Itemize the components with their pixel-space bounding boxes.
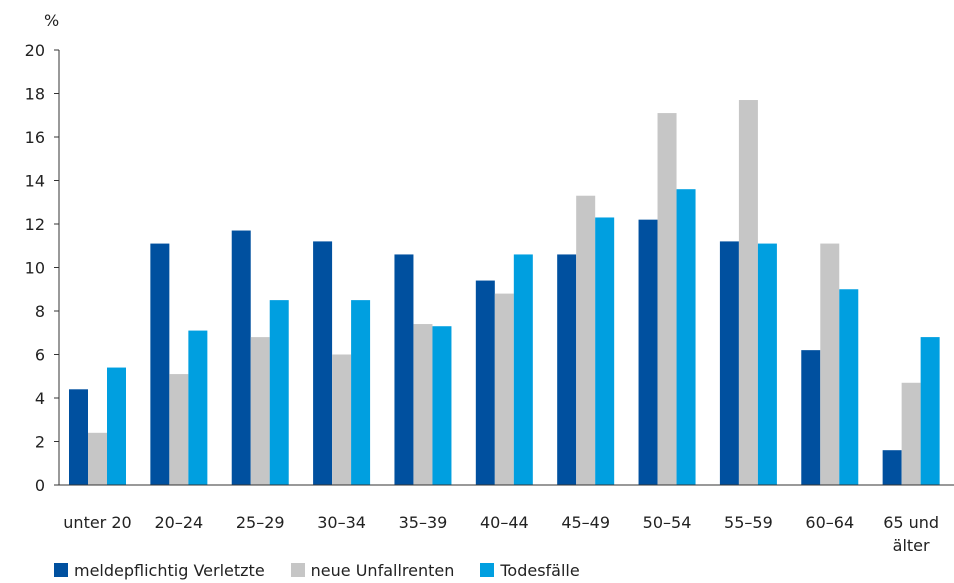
legend-item-todesfaelle: Todesfälle (480, 560, 580, 580)
x-tick-label: 55–59 (724, 513, 773, 532)
bar-verletzte (231, 230, 251, 485)
bar-unfallrenten (494, 293, 514, 485)
bar-todesfaelle (839, 289, 859, 485)
legend-swatch-todesfaelle (480, 563, 495, 577)
bar-unfallrenten (250, 337, 270, 485)
bar-verletzte (801, 350, 821, 485)
x-tick-label: 45–49 (561, 513, 610, 532)
legend: meldepflichtig Verletzte neue Unfallrent… (54, 560, 580, 580)
bar-unfallrenten (413, 324, 433, 485)
bar-verletzte (394, 254, 414, 485)
bar-unfallrenten (169, 374, 189, 485)
bar-chart: % 0 2 4 6 8 10 12 14 16 18 20 unter 20 20–24 25–29 30… (25, 11, 954, 555)
bar-unfallrenten (901, 382, 921, 485)
y-tick-label: 16 (25, 128, 45, 147)
y-tick-label: 12 (25, 215, 45, 234)
bar-todesfaelle (107, 367, 126, 485)
legend-swatch-unfallrenten (290, 563, 305, 577)
bar-unfallrenten (576, 195, 596, 485)
legend-item-unfallrenten: neue Unfallrenten (290, 560, 455, 580)
x-tick-label: 35–39 (399, 513, 448, 532)
bar-todesfaelle (920, 337, 940, 485)
y-tick-label: 14 (25, 172, 45, 191)
bar-unfallrenten (88, 432, 107, 485)
bar-verletzte (882, 450, 902, 485)
y-axis-unit-label: % (44, 11, 59, 30)
bar-unfallrenten (332, 354, 352, 485)
bar-todesfaelle (513, 254, 533, 485)
y-tick-label: 0 (35, 476, 45, 495)
y-tick-label: 20 (25, 41, 45, 60)
legend-swatch-verletzte (54, 563, 68, 577)
bar-todesfaelle (757, 243, 777, 485)
x-tick-label: 60–64 (805, 513, 854, 532)
x-tick-label: 65 und älter (883, 513, 939, 555)
bar-todesfaelle (188, 330, 208, 485)
legend-item-verletzte: meldepflichtig Verletzte (54, 560, 265, 580)
y-tick-label: 10 (25, 259, 45, 278)
y-tick-label: 18 (25, 85, 45, 104)
y-axis: 0 2 4 6 8 10 12 14 16 18 20 (25, 41, 59, 495)
legend-label-unfallrenten: neue Unfallrenten (310, 560, 455, 580)
bars (69, 100, 940, 486)
bar-todesfaelle (269, 300, 289, 485)
legend-label-verletzte: meldepflichtig Verletzte (74, 560, 265, 580)
bar-unfallrenten (820, 243, 840, 485)
y-tick-label: 2 (35, 433, 45, 452)
x-tick-label: unter 20 (63, 513, 131, 532)
y-tick-label: 4 (35, 389, 45, 408)
x-tick-label: 20–24 (155, 513, 204, 532)
bar-verletzte (313, 241, 333, 485)
x-tick-label: 25–29 (236, 513, 285, 532)
bar-todesfaelle (351, 300, 371, 485)
legend-label-todesfaelle: Todesfälle (500, 560, 580, 580)
bar-unfallrenten (738, 100, 758, 486)
y-tick-label: 6 (35, 346, 45, 365)
bar-verletzte (69, 389, 88, 485)
x-tick-label: 30–34 (317, 513, 366, 532)
bar-verletzte (719, 241, 739, 485)
bar-verletzte (557, 254, 577, 485)
y-tick-label: 8 (35, 302, 45, 321)
bar-unfallrenten (657, 113, 677, 485)
x-axis-labels: unter 20 20–24 25–29 30–34 35–39 40–44 45–49 50… (63, 513, 939, 555)
bar-todesfaelle (595, 217, 615, 485)
bar-todesfaelle (432, 326, 452, 485)
bar-todesfaelle (676, 189, 696, 485)
bar-verletzte (638, 219, 658, 485)
bar-verletzte (475, 280, 495, 485)
x-tick-label: 40–44 (480, 513, 529, 532)
x-tick-label: 50–54 (643, 513, 692, 532)
bar-verletzte (150, 243, 170, 485)
